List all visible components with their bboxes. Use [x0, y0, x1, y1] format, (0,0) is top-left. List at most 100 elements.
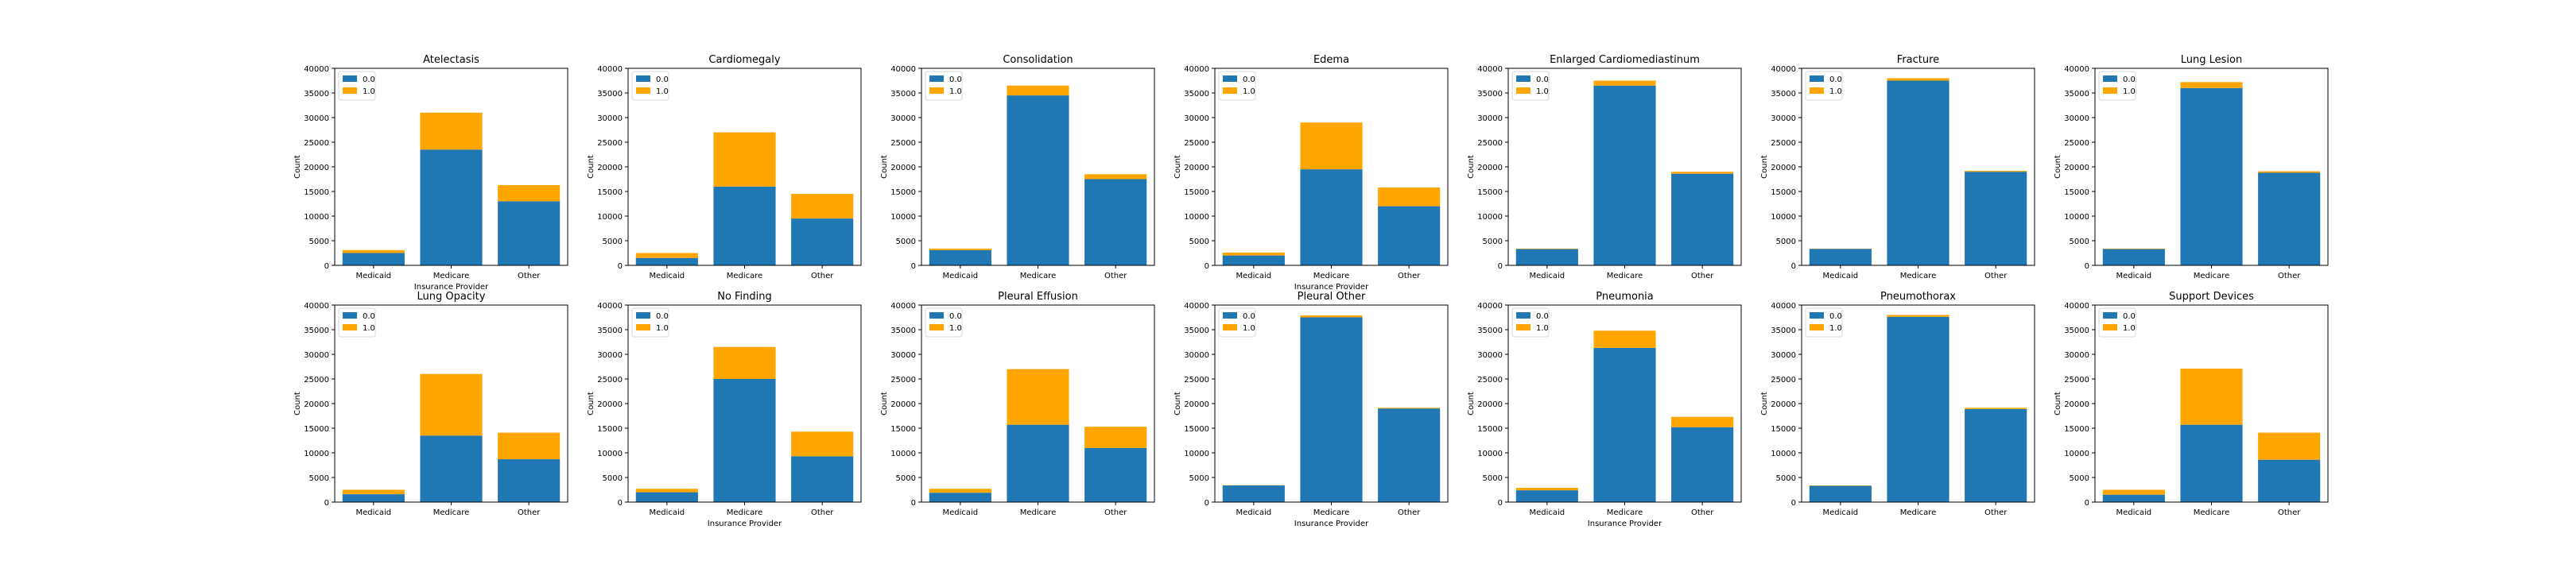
- y-tick-label: 15000: [890, 425, 916, 434]
- bar-1-0-medicare: [1007, 369, 1069, 425]
- y-tick-label: 0: [1498, 499, 1503, 508]
- legend: 0.01.0: [2098, 307, 2136, 338]
- y-tick-label: 20000: [1477, 400, 1503, 409]
- plot-frame: [1801, 68, 2035, 266]
- y-tick-label: 5000: [1189, 474, 1209, 483]
- x-axis-label: Insurance Provider: [414, 283, 489, 292]
- legend: 0.01.0: [1218, 307, 1256, 338]
- bar-1-0-medicare: [1887, 315, 1949, 317]
- x-tick-label: Medicare: [1020, 272, 1057, 280]
- x-tick-label: Other: [1984, 272, 2008, 280]
- bar-0-0-medicare: [2180, 87, 2243, 265]
- x-axis-label: Insurance Provider: [1294, 283, 1369, 292]
- legend-label: 1.0: [1536, 87, 1549, 96]
- plot-frame: [334, 68, 568, 266]
- y-tick-label: 15000: [1477, 425, 1503, 434]
- bar-0-0-medicare: [713, 379, 776, 502]
- y-tick-label: 40000: [597, 65, 623, 74]
- legend-label: 1.0: [1829, 324, 1842, 333]
- legend-swatch: [1516, 324, 1530, 330]
- bar-0-0-other: [791, 456, 854, 502]
- y-tick-label: 25000: [1771, 139, 1796, 148]
- y-tick-label: 10000: [1477, 213, 1503, 222]
- legend-label: 1.0: [363, 324, 375, 333]
- chart-title: Lung Lesion: [2181, 54, 2242, 66]
- y-axis-label: Count: [587, 155, 596, 179]
- bar-0-0-medicare: [2180, 424, 2243, 502]
- bar-0-0-other: [791, 218, 854, 265]
- x-tick-label: Medicaid: [1529, 272, 1565, 280]
- chart-title: Enlarged Cardiomediastinum: [1550, 54, 1700, 66]
- x-tick-label: Other: [518, 272, 541, 280]
- bar-0-0-other: [498, 459, 561, 502]
- legend-label: 0.0: [656, 312, 669, 321]
- y-tick-label: 40000: [597, 302, 623, 311]
- y-tick-label: 5000: [309, 238, 329, 246]
- bar-0-0-other: [1965, 172, 2027, 265]
- legend-swatch: [636, 324, 650, 330]
- bar-0-0-other: [1378, 206, 1441, 265]
- legend-swatch: [929, 312, 944, 319]
- chart-title: Consolidation: [1003, 54, 1073, 66]
- legend-label: 0.0: [2123, 312, 2136, 321]
- y-tick-label: 5000: [603, 474, 623, 483]
- y-tick-label: 25000: [890, 376, 916, 385]
- y-tick-label: 15000: [1184, 188, 1209, 197]
- y-tick-label: 20000: [304, 400, 329, 409]
- legend-label: 1.0: [949, 87, 962, 96]
- bar-0-0-other: [1084, 447, 1147, 502]
- y-tick-label: 35000: [597, 327, 623, 335]
- y-tick-label: 35000: [1477, 327, 1503, 335]
- x-tick-label: Medicare: [1900, 272, 1937, 280]
- y-axis-label: Count: [2054, 155, 2062, 179]
- y-tick-label: 0: [911, 499, 916, 508]
- y-tick-label: 10000: [890, 450, 916, 458]
- y-tick-label: 30000: [597, 351, 623, 360]
- bar-0-0-medicare: [1007, 95, 1069, 265]
- subplot-pleural-effusion: Pleural Effusion 0 5000 10000 15000 20000 2500…: [880, 291, 1155, 517]
- bar-1-0-medicare: [420, 112, 483, 150]
- y-tick-label: 5000: [603, 238, 623, 246]
- chart-title: No Finding: [717, 291, 772, 303]
- x-tick-label: Other: [518, 508, 541, 517]
- legend: 0.01.0: [1511, 71, 1550, 101]
- x-tick-label: Other: [2278, 508, 2301, 517]
- bar-1-0-medicaid: [929, 248, 991, 250]
- y-tick-label: 35000: [890, 327, 916, 335]
- y-tick-label: 35000: [1771, 90, 1796, 99]
- x-tick-label: Other: [1691, 508, 1714, 517]
- legend-swatch: [343, 87, 357, 94]
- y-tick-label: 40000: [304, 65, 329, 74]
- bar-0-0-medicaid: [2102, 494, 2165, 502]
- y-tick-label: 35000: [2064, 327, 2089, 335]
- y-tick-label: 10000: [304, 450, 329, 458]
- bar-0-0-medicare: [1300, 317, 1363, 502]
- subplot-pleural-other: Pleural Other 0 5000 10000 15000 20000 25000 30…: [1174, 291, 1449, 528]
- y-tick-label: 25000: [2064, 376, 2089, 385]
- legend-swatch: [1223, 87, 1237, 94]
- legend-swatch: [929, 324, 944, 330]
- legend: 0.01.0: [631, 307, 669, 338]
- y-tick-label: 35000: [304, 90, 329, 99]
- y-tick-label: 10000: [1184, 213, 1209, 222]
- plot-frame: [921, 304, 1155, 503]
- y-tick-label: 20000: [1184, 164, 1209, 172]
- legend-swatch: [1810, 324, 1824, 330]
- y-tick-label: 20000: [890, 400, 916, 409]
- bar-0-0-medicaid: [929, 493, 991, 502]
- legend: 0.01.0: [925, 71, 963, 101]
- bar-1-0-medicare: [1300, 122, 1363, 170]
- legend-label: 0.0: [949, 75, 962, 84]
- bar-1-0-medicare: [1593, 330, 1656, 348]
- x-tick-label: Medicaid: [942, 508, 978, 517]
- subplot-fracture: Fracture 0 5000 10000 15000 20000 25000 30000 35…: [1760, 54, 2035, 280]
- subplot-lung-opacity: Lung Opacity 0 5000 10000 15000 20000 25000 300…: [293, 291, 568, 517]
- y-tick-label: 20000: [1771, 164, 1796, 172]
- bar-0-0-medicare: [1887, 316, 1949, 502]
- subplot-pneumothorax: Pneumothorax 0 5000 10000 15000 20000 25000 300…: [1760, 291, 2035, 517]
- y-tick-label: 40000: [1477, 65, 1503, 74]
- y-tick-label: 20000: [597, 400, 623, 409]
- legend-label: 1.0: [2123, 324, 2136, 333]
- bar-1-0-medicaid: [929, 489, 991, 493]
- y-tick-label: 40000: [1184, 65, 1209, 74]
